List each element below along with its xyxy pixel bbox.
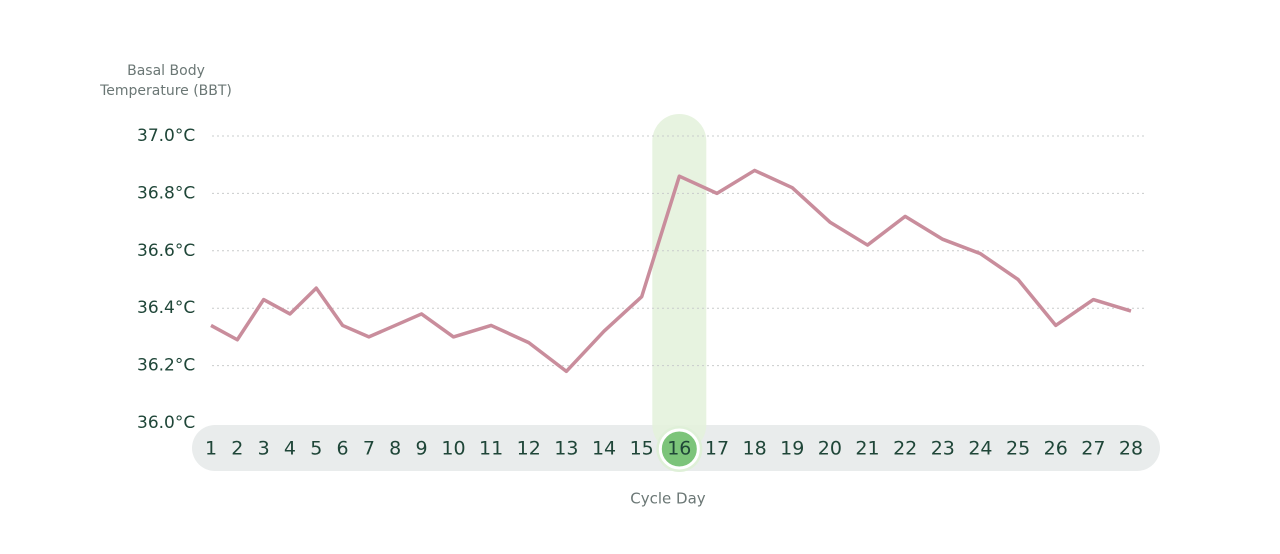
highlight-dot [658,428,700,470]
x-tick-label: 3 [258,438,270,460]
y-tick-label: 36.2°C [137,356,195,376]
x-tick-label: 18 [743,438,767,460]
x-tick-label: 2 [231,438,243,460]
x-tick-label: 7 [363,438,375,460]
y-tick-label: 37.0°C [137,126,195,146]
x-tick-label: 27 [1081,438,1105,460]
x-tick-label: 13 [554,438,578,460]
x-tick-label: 23 [931,438,955,460]
x-tick-label: 16 [667,438,691,460]
highlight-layer [652,114,707,452]
x-tick-label: 11 [479,438,503,460]
x-tick-label: 8 [389,438,401,460]
y-axis-label: Basal Body Temperature (BBT) [100,63,232,99]
grid-layer [212,135,1145,367]
x-tick-label: 14 [592,438,616,460]
y-tick-label: 36.6°C [137,241,195,261]
x-tick-label: 25 [1006,438,1030,460]
data-line [210,168,1132,374]
x-tick-label: 26 [1044,438,1068,460]
x-tick-label: 17 [705,438,729,460]
x-tick-label: 21 [855,438,879,460]
x-tick-label: 4 [284,438,296,460]
y-tick-label: 36.4°C [137,298,195,318]
y-tick-label: 36.8°C [137,183,195,203]
x-tick-label: 5 [310,438,322,460]
x-tick-label: 15 [630,438,654,460]
x-tick-label: 28 [1119,438,1143,460]
highlight-band [652,114,707,452]
x-tick-label: 9 [415,438,427,460]
x-axis-label: Cycle Day [630,490,706,508]
x-tick-label: 19 [780,438,804,460]
x-tick-label: 12 [517,438,541,460]
x-tick-label: 10 [441,438,465,460]
y-tick-label: 36.0°C [137,413,195,433]
x-tick-label: 20 [818,438,842,460]
x-tick-label: 1 [205,438,217,460]
x-tick-label: 22 [893,438,917,460]
x-tick-label: 24 [968,438,992,460]
x-tick-label: 6 [337,438,349,460]
